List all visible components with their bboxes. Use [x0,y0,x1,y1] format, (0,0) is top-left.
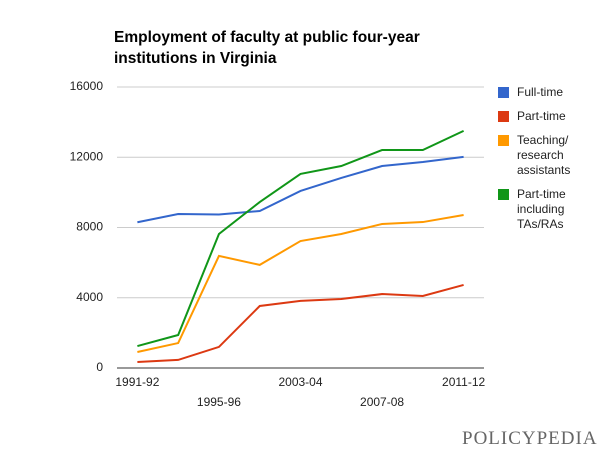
y-tick-label: 0 [96,360,103,374]
legend-label: Part-time [517,109,566,123]
legend-item: Part-time including TAs/RAs [498,187,585,232]
series-line [137,283,464,364]
legend-item: Part-time [498,109,585,124]
series-line [137,130,465,348]
series-line [137,155,464,224]
x-tick-label: 2003-04 [278,375,322,389]
legend-swatch [498,111,509,122]
legend-swatch [498,189,509,200]
legend-item: Full-time [498,85,585,100]
legend-label: Teaching/ research assistants [517,133,571,177]
chart-title: Employment of faculty at public four-yea… [114,29,420,67]
y-tick-label: 4000 [76,290,103,304]
legend-swatch [498,135,509,146]
y-tick-label: 16000 [70,79,104,93]
series-line [137,214,464,353]
logo: POLICYPEDIA [462,428,598,449]
x-tick-label: 1995-96 [197,395,241,409]
x-tick-label: 1991-92 [115,375,159,389]
legend-item: Teaching/ research assistants [498,133,585,178]
legend: Full-time Part-time Teaching/ research ass… [498,85,598,241]
y-tick-label: 12000 [70,149,104,163]
legend-label: Full-time [517,85,564,99]
legend-swatch [498,87,509,98]
y-tick-label: 8000 [76,220,103,234]
x-tick-label: 2007-08 [360,395,404,409]
legend-label: Part-time including TAs/RAs [517,187,566,231]
x-tick-label: 2011-12 [442,375,485,389]
